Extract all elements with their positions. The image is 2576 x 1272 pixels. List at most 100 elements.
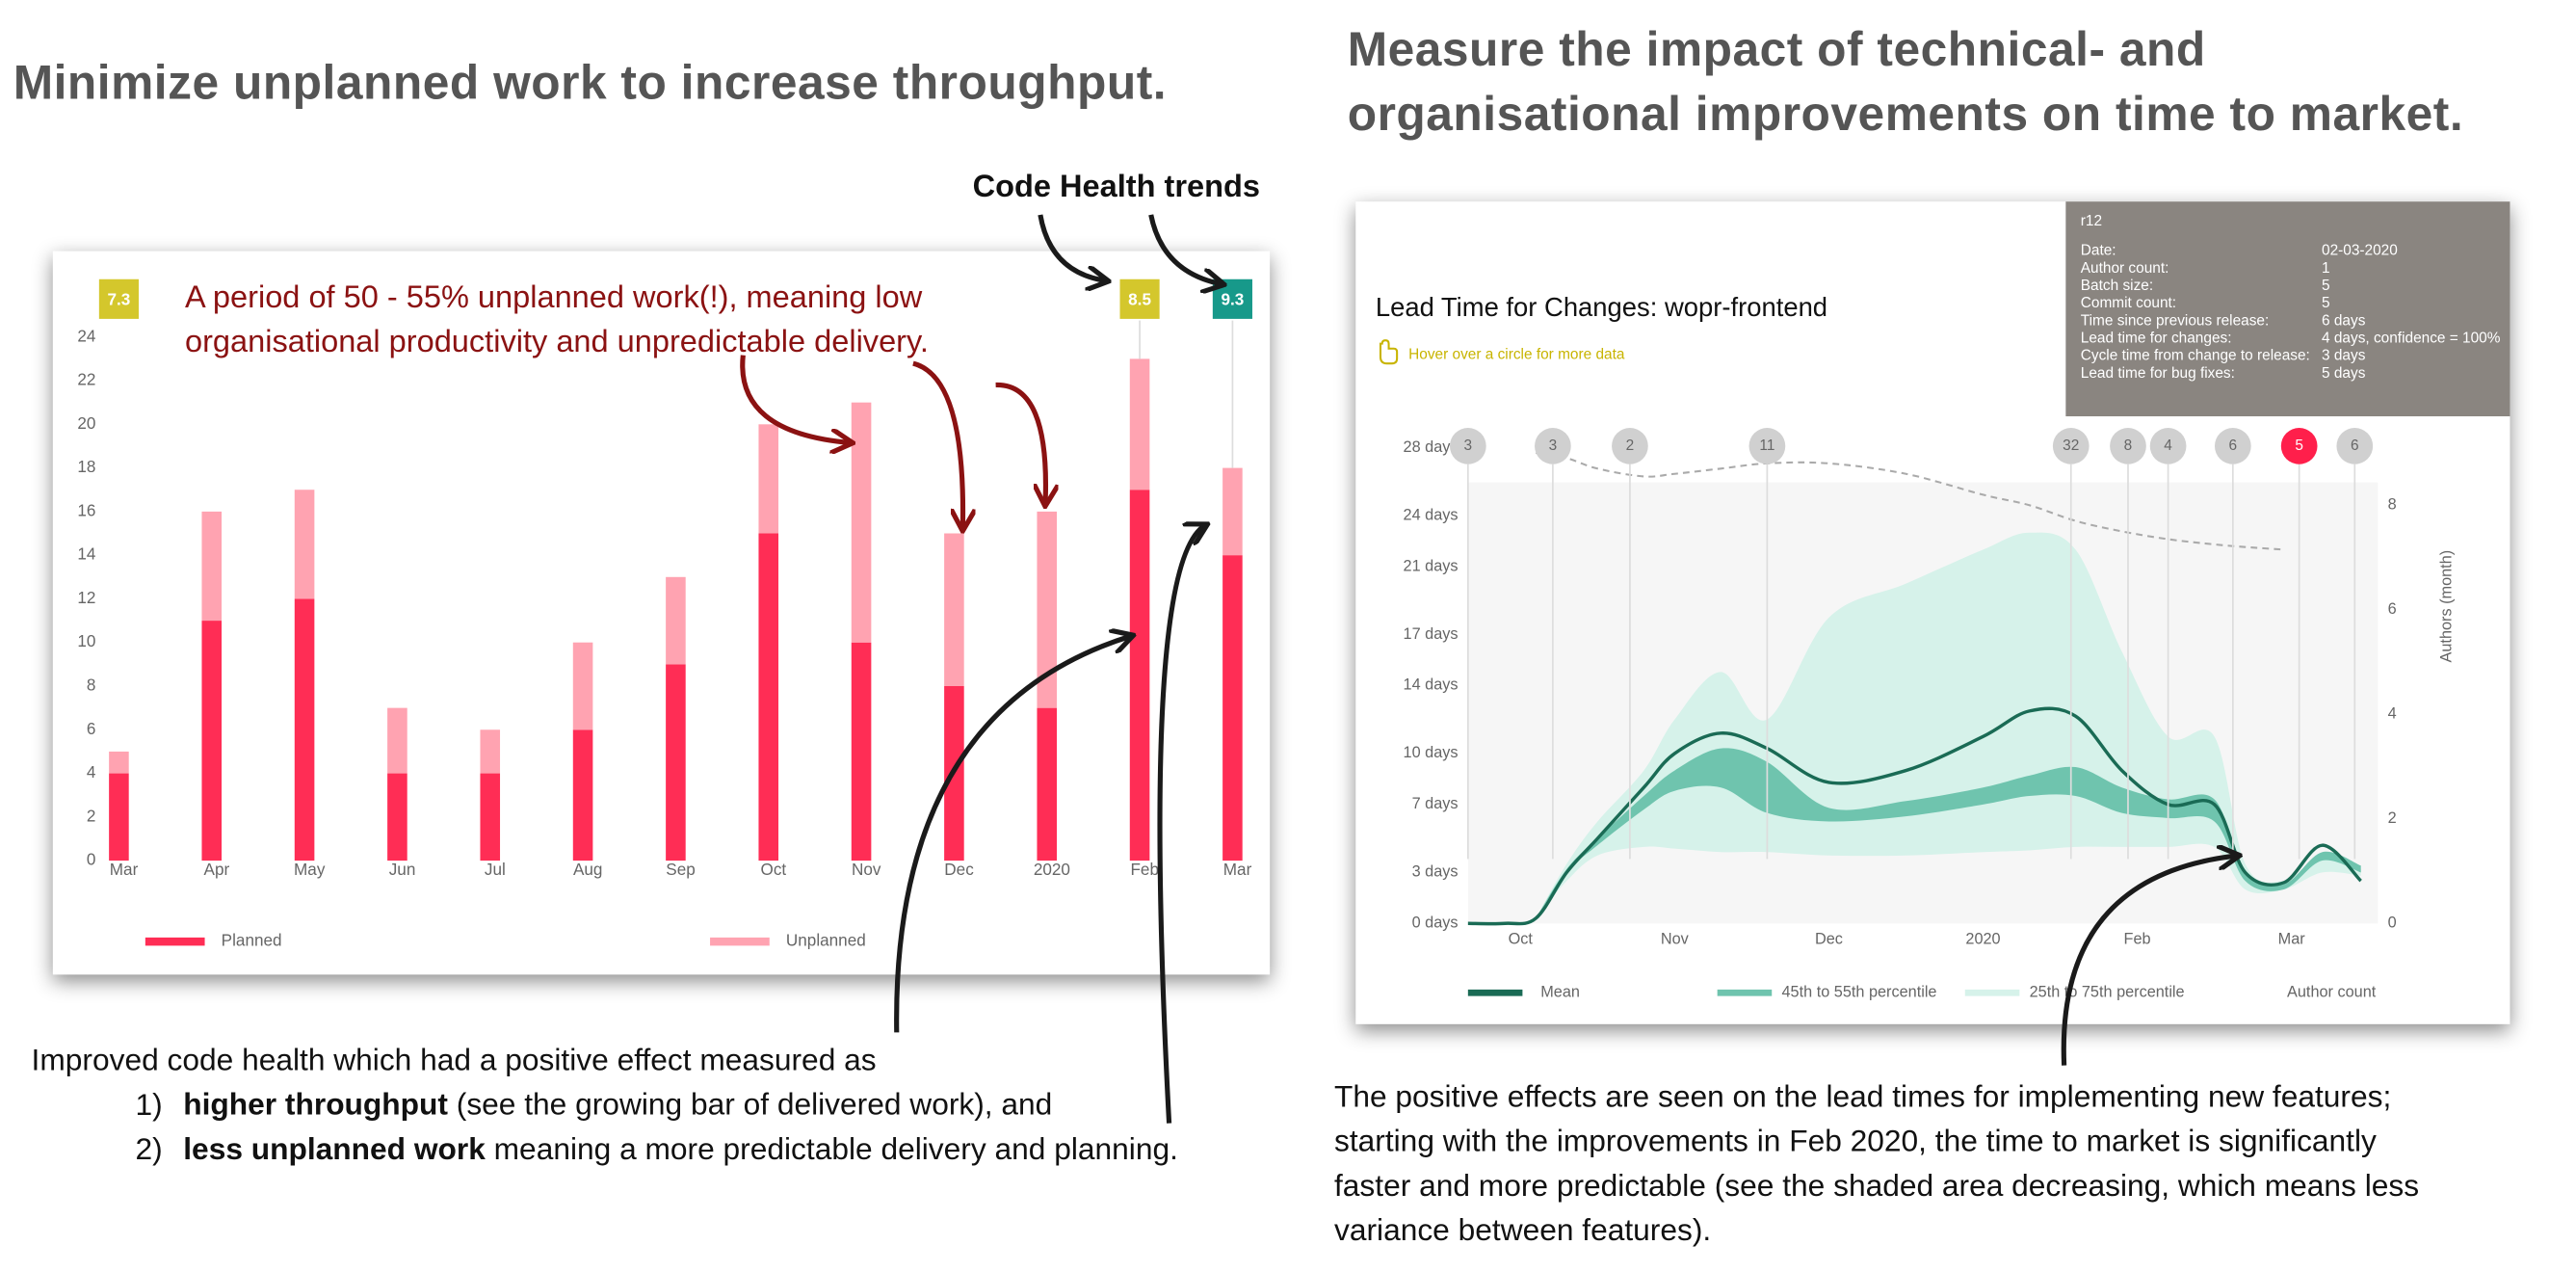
y-tick-label: 21 days [1404,557,1459,574]
y2-tick-label: 4 [2388,705,2397,723]
x-tick-label: May [294,860,326,879]
tooltip-key: Batch size: [2081,278,2153,294]
arrow [995,382,1046,503]
y-tick-label: 0 [87,850,96,869]
release-circle [1535,428,1571,464]
health-badge [98,278,139,319]
x-tick-label: Mar [2278,931,2306,948]
y-tick-label: 3 days [1412,863,1459,881]
bar-segment [294,490,315,599]
percentile-band [1536,748,2361,918]
x-tick-label: 2020 [1034,860,1070,879]
x-tick-label: Mar [1223,860,1252,879]
list-number: 1) [136,1087,163,1122]
y-tick-label: 14 days [1404,676,1459,694]
tooltip-key: Lead time for bug fixes: [2081,365,2235,382]
release-circle [1612,428,1648,464]
arrows [740,214,2238,1124]
list-number: 2) [136,1131,163,1166]
bar-segment [201,621,223,861]
arrow [2061,856,2237,1066]
y-tick-label: 20 [77,413,95,433]
left-heading: Minimize unplanned work to increase thro… [13,55,1167,109]
release-label: 4 [2164,437,2172,454]
bar-segment [387,773,407,861]
release-label: 3 [1549,437,1558,454]
tooltip-key: Lead time for changes: [2081,331,2232,347]
bar-segment [851,402,872,643]
tooltip-value: 5 [2322,278,2330,294]
x-tick-label: Aug [573,860,602,879]
y2-tick-label: 2 [2388,809,2397,827]
x-tick-label: Oct [1509,931,1534,948]
tooltip-key: Time since previous release: [2081,312,2270,329]
arrow [740,355,851,443]
arrow [912,360,963,528]
item-text: (see the growing bar of delivered work),… [448,1087,1052,1122]
bar-segment [1222,555,1243,861]
bar-segment [572,642,593,730]
arrow [1038,214,1107,281]
tooltip-value: 5 [2322,295,2330,311]
y-tick-label: 18 [77,457,95,476]
y-tick-label: 4 [87,762,96,782]
release-circle [2336,428,2374,464]
legend-label: Mean [1540,984,1580,1001]
list-item: higher throughput (see the growing bar o… [183,1087,1052,1122]
percentile-band [1536,532,2361,918]
release-circle [2280,428,2318,464]
release-label: 6 [2351,437,2359,454]
y-tick-label: 14 [77,544,96,564]
y-tick-label: 10 days [1404,744,1459,761]
legend-label: Planned [222,931,282,950]
bar-segment [480,773,501,861]
tooltip-value: 02-03-2020 [2322,243,2398,259]
release-label: 2 [1626,437,1635,454]
bar-segment [480,729,501,774]
release-circle [2110,428,2146,464]
bar-segment [666,576,686,665]
legend-label: 25th to 75th percentile [2030,984,2185,1001]
health-label: 7.3 [108,290,131,309]
x-tick-label: Nov [1661,931,1690,948]
bar-segment [201,511,223,622]
y-tick-label: 22 [77,370,95,389]
tooltip-key: Commit count: [2081,295,2176,311]
bar-segment [1222,467,1243,556]
left-caption: Improved code health which had a positiv… [32,1043,877,1077]
bold-text: higher throughput [183,1087,448,1122]
bar-segment [944,533,964,686]
release-label: 6 [2229,437,2238,454]
x-tick-label: Dec [1815,931,1843,948]
y2-tick-label: 8 [2388,496,2397,514]
tooltip-value: 3 days [2322,348,2366,364]
x-tick-label: Feb [1130,860,1159,879]
chart-title: Lead Time for Changes: wopr-frontend [1376,292,1827,322]
tooltip [2065,201,2510,417]
bar-segment [1037,511,1058,708]
hint-icon [1379,339,1399,365]
legend-label: Unplanned [786,931,866,950]
bar-segment [294,598,315,861]
right-caption: variance between features). [1334,1212,1711,1247]
tooltip-value: 4 days, confidence = 100% [2322,331,2501,347]
annotation: organisational productivity and unpredic… [185,324,929,358]
tooltip-value: 1 [2322,260,2330,277]
bar-segment [1037,707,1058,861]
bold-text: less unplanned work [183,1131,486,1166]
y-tick-label: 17 days [1404,625,1459,643]
item-text: meaning a more predictable delivery and … [486,1131,1178,1166]
right-heading: organisational improvements on time to m… [1348,87,2463,141]
right-caption: faster and more predictable (see the sha… [1334,1168,2419,1203]
y2-axis-label: Authors (month) [2438,550,2456,663]
tooltip-key: Cycle time from change to release: [2081,348,2310,364]
y-tick-label: 2 [87,806,96,825]
y-tick-label: 16 [77,500,95,519]
x-tick-label: Mar [110,860,139,879]
x-tick-label: Feb [2124,931,2151,948]
release-circle [1748,428,1786,464]
health-label: 9.3 [1221,290,1244,309]
